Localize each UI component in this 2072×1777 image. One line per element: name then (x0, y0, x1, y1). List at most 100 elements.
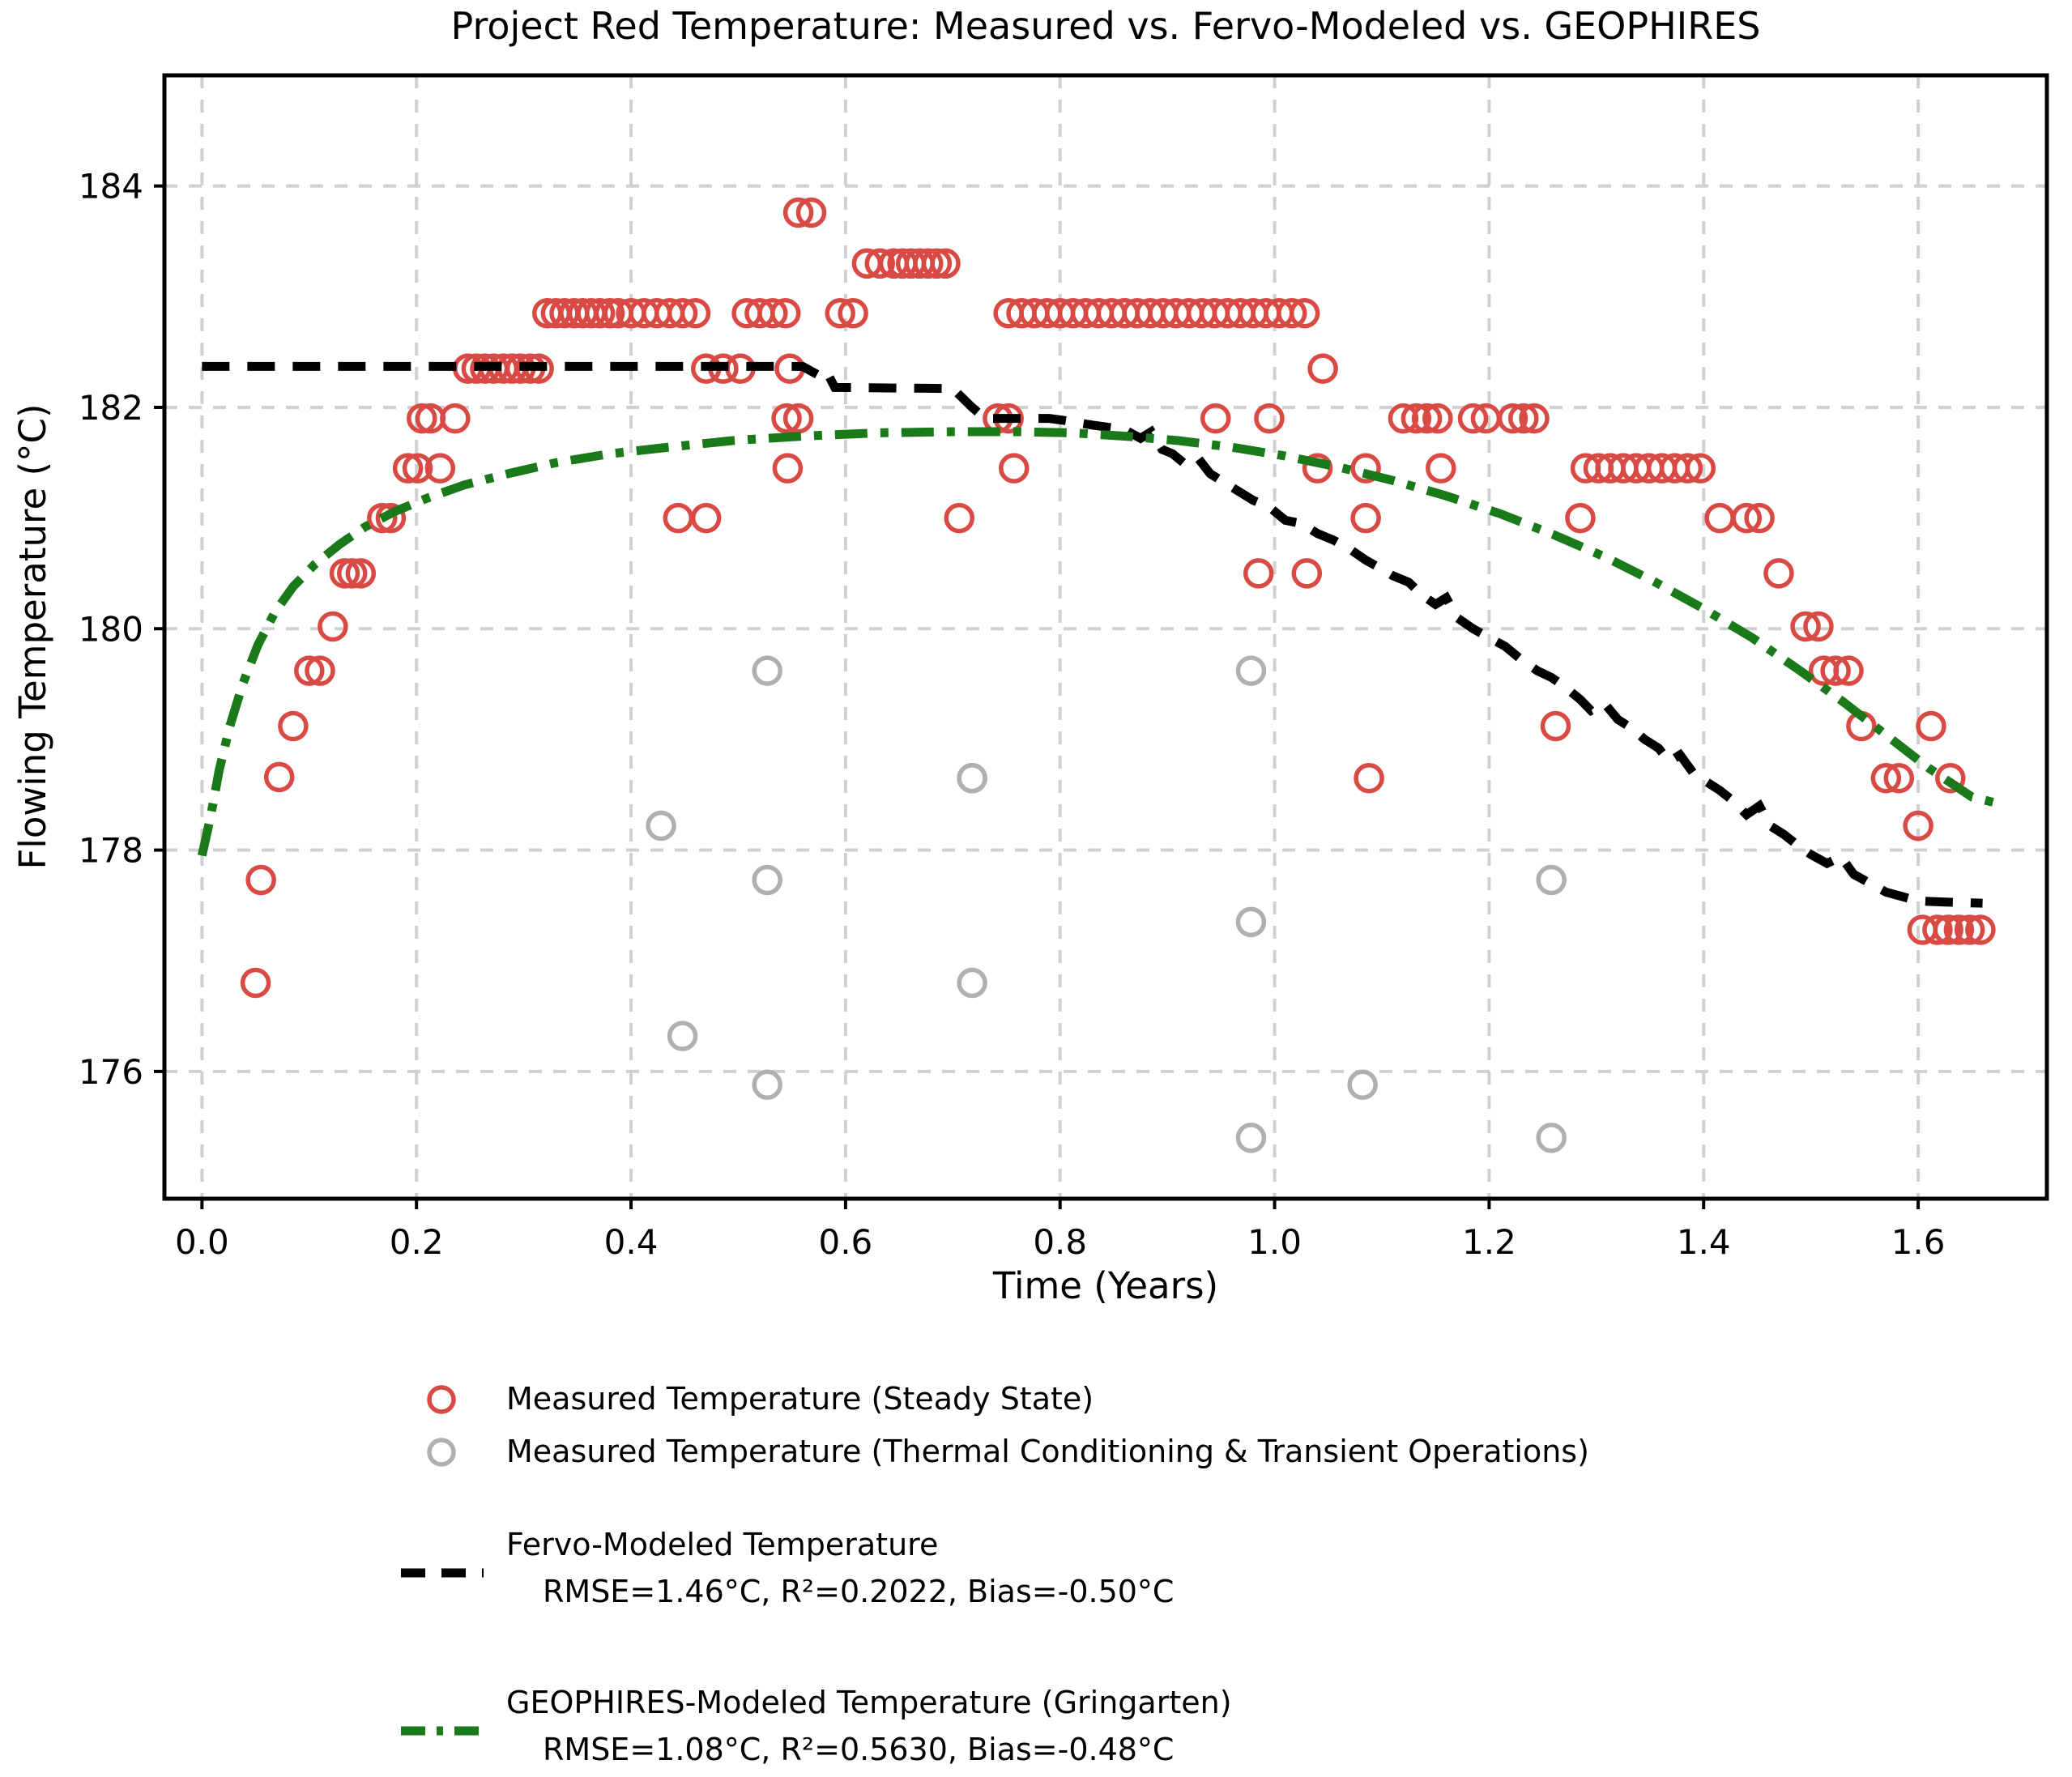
data-point (825, 298, 856, 329)
data-point (424, 453, 456, 484)
legend-marker-circle-icon (427, 1438, 456, 1467)
x-tick-label: 0.2 (390, 1222, 444, 1262)
data-point (245, 864, 276, 896)
data-point (1870, 762, 1902, 794)
data-point (594, 298, 625, 329)
data-point (263, 761, 295, 793)
data-point (1519, 403, 1550, 434)
data-point (1763, 558, 1794, 589)
data-point (1731, 502, 1762, 534)
legend-marker-circle-icon (427, 1385, 456, 1414)
data-point (1565, 502, 1596, 534)
data-point (294, 655, 325, 686)
data-point (1965, 914, 1996, 945)
data-point (1235, 1123, 1267, 1153)
data-point (1536, 1123, 1567, 1153)
x-tick-label: 1.6 (1891, 1222, 1946, 1262)
legend-sublabel-stats: RMSE=1.08°C, R²=0.5630, Bias=-0.48°C (543, 1732, 1174, 1767)
legend-label: GEOPHIRES-Modeled Temperature (Gringarte… (506, 1685, 1232, 1720)
data-point (864, 248, 896, 279)
data-point (930, 248, 961, 279)
data-point (782, 197, 814, 228)
data-point (1302, 453, 1333, 484)
legend-label: Measured Temperature (Steady State) (506, 1381, 1094, 1417)
data-point (1916, 710, 1946, 742)
data-point (757, 298, 788, 329)
data-point (667, 298, 698, 329)
data-point (770, 298, 801, 329)
chart-legend: Measured Temperature (Steady State) Measu… (401, 1381, 1589, 1767)
x-tick-label: 0.6 (818, 1222, 872, 1262)
data-point (345, 558, 377, 589)
data-point (1935, 762, 1966, 794)
data-point (1803, 611, 1834, 642)
x-axis-label: Time (Years) (992, 1264, 1218, 1307)
data-point (752, 864, 782, 896)
data-point (1457, 403, 1489, 434)
x-tick-label: 1.0 (1247, 1222, 1302, 1262)
data-point (921, 248, 953, 279)
chart-title: Project Red Temperature: Measured vs. Fe… (451, 4, 1761, 48)
x-tick-label: 1.2 (1462, 1222, 1516, 1262)
data-point (240, 967, 271, 999)
data-point (795, 197, 827, 228)
data-point (667, 1021, 698, 1051)
data-point (584, 298, 616, 329)
data-point (407, 403, 437, 434)
data-point (1411, 403, 1443, 434)
data-point (1954, 914, 1985, 945)
data-point (957, 967, 987, 999)
legend-label: Measured Temperature (Thermal Conditioni… (506, 1434, 1589, 1469)
data-point (771, 403, 802, 434)
data-series-layer (197, 197, 2000, 1153)
data-point (1943, 914, 1975, 945)
data-point (336, 558, 368, 589)
axes-frame (162, 73, 2049, 1201)
y-tick-label: 180 (79, 609, 143, 649)
legend-entry-3[interactable]: Fervo-Modeled Temperature RMSE=1.46°C, R²… (401, 1527, 1174, 1609)
data-point (1883, 762, 1915, 794)
grid-lines (164, 75, 2047, 1199)
y-axis-label: Flowing Temperature (°C) (11, 403, 54, 869)
data-point (680, 298, 711, 329)
legend-entry-1[interactable]: Measured Temperature (Steady State) (427, 1381, 1094, 1417)
legend-entry-4[interactable]: GEOPHIRES-Modeled Temperature (Gringarte… (401, 1685, 1232, 1767)
data-point (1350, 453, 1381, 484)
data-point (1540, 710, 1571, 742)
data-point (1200, 403, 1231, 434)
data-point (772, 453, 804, 484)
data-point (913, 248, 944, 279)
data-point (1508, 403, 1539, 434)
data-point (1307, 353, 1338, 384)
data-point (440, 403, 471, 434)
data-point (1422, 403, 1453, 434)
series-scatter-measured-temperature-thermal-conditioning-transient-operations (646, 655, 1567, 1153)
data-point (1289, 298, 1320, 329)
data-point (1243, 558, 1274, 589)
data-point (999, 453, 1030, 484)
data-point (1426, 453, 1456, 484)
legend-sublabel-stats: RMSE=1.46°C, R²=0.2022, Bias=-0.50°C (543, 1574, 1174, 1609)
data-point (367, 502, 398, 534)
data-point (1820, 655, 1851, 686)
y-tick-label: 178 (79, 831, 143, 871)
data-point (1235, 655, 1267, 686)
plot-border (162, 73, 2049, 1201)
data-point (1277, 298, 1307, 329)
data-point (690, 502, 722, 534)
data-point (752, 655, 782, 686)
y-tick-label: 176 (79, 1052, 143, 1092)
data-point (752, 1069, 782, 1101)
series-scatter-measured-temperature-steady-state (240, 197, 1996, 999)
data-point (1833, 655, 1864, 686)
data-point (1672, 453, 1703, 484)
data-point (1536, 864, 1567, 896)
data-point (1933, 914, 1963, 945)
legend-entry-2[interactable]: Measured Temperature (Thermal Conditioni… (427, 1434, 1589, 1469)
legend-label: Fervo-Modeled Temperature (506, 1527, 938, 1562)
data-point (318, 611, 348, 642)
data-point (305, 655, 335, 686)
data-point (1291, 558, 1323, 589)
